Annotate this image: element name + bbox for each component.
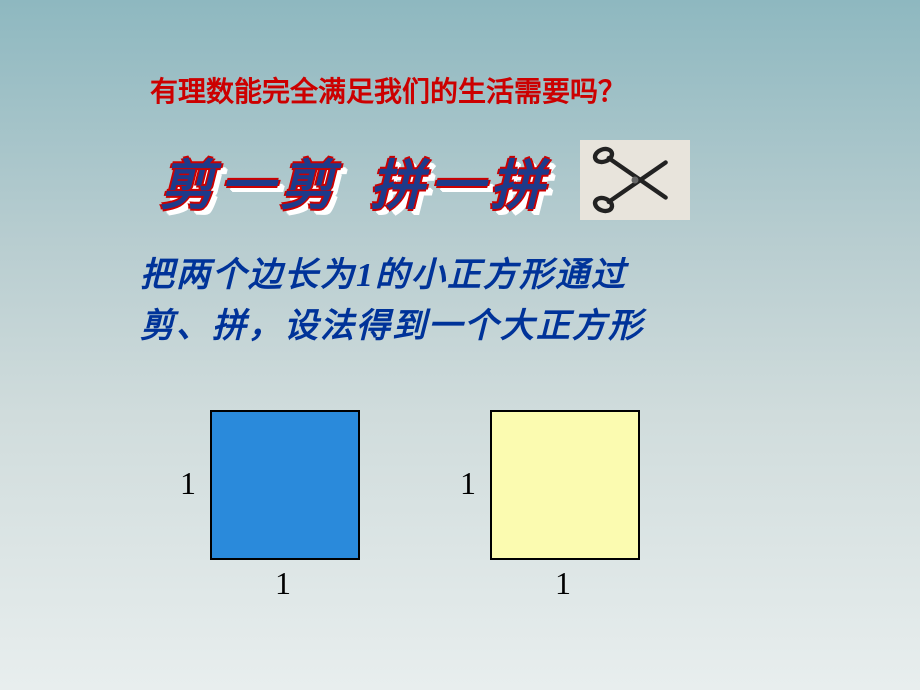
scissors-icon bbox=[590, 145, 680, 215]
title-cut: 剪一剪 bbox=[160, 141, 340, 220]
squares-row: 1 1 1 1 bbox=[210, 410, 640, 560]
title-row: 剪一剪 拼一拼 bbox=[160, 140, 690, 220]
scissors-image bbox=[580, 140, 690, 220]
square-blue bbox=[210, 410, 360, 560]
square-yellow-bottom-label: 1 bbox=[555, 565, 571, 602]
square-yellow-wrap: 1 1 bbox=[490, 410, 640, 560]
question-text: 有理数能完全满足我们的生活需要吗？ bbox=[150, 70, 626, 110]
square-yellow bbox=[490, 410, 640, 560]
square-blue-wrap: 1 1 bbox=[210, 410, 360, 560]
title-piece: 拼一拼 bbox=[370, 141, 550, 220]
square-blue-side-label: 1 bbox=[180, 465, 196, 502]
instruction-line-1: 把两个边长为1的小正方形通过 bbox=[140, 250, 644, 301]
square-yellow-side-label: 1 bbox=[460, 465, 476, 502]
instruction-line-2: 剪、拼，设法得到一个大正方形 bbox=[140, 301, 644, 352]
instruction-text: 把两个边长为1的小正方形通过 剪、拼，设法得到一个大正方形 bbox=[140, 250, 644, 352]
square-blue-bottom-label: 1 bbox=[275, 565, 291, 602]
